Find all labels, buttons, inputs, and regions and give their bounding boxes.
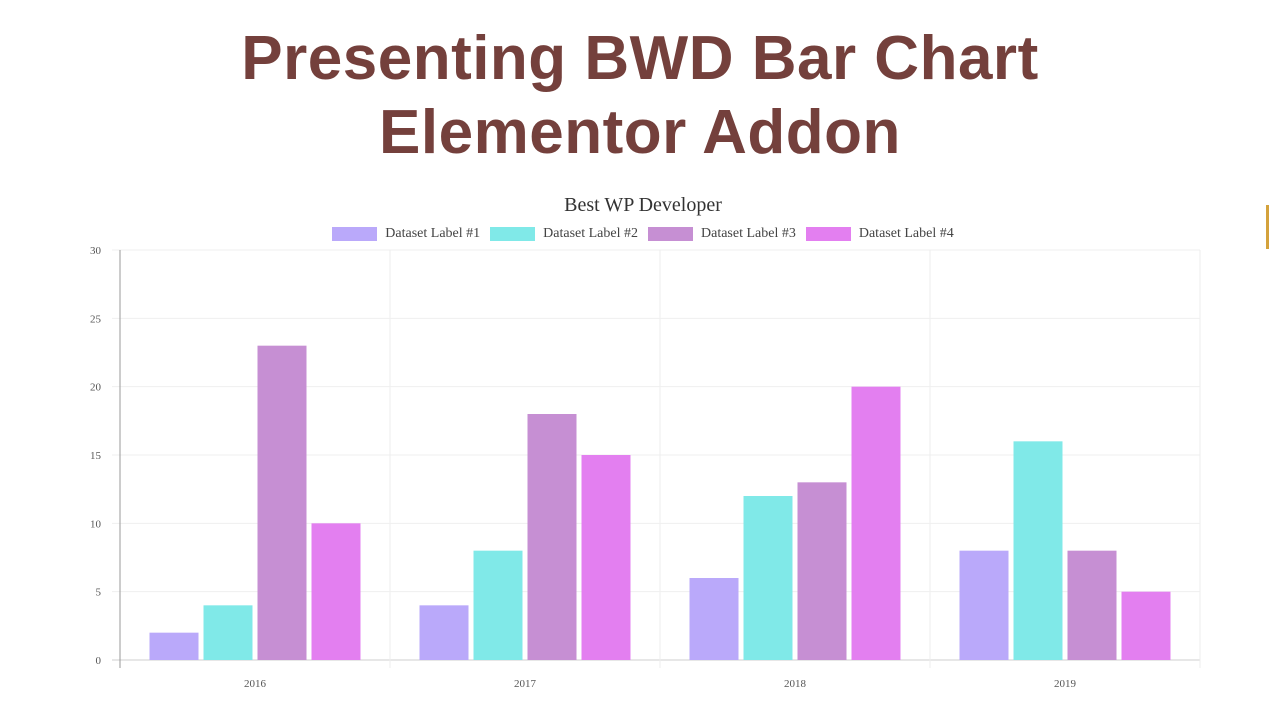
y-tick-label: 0 bbox=[96, 655, 102, 667]
bar[interactable] bbox=[473, 550, 523, 660]
y-tick-label: 15 bbox=[90, 450, 102, 462]
legend-label: Dataset Label #4 bbox=[858, 226, 954, 241]
y-tick-label: 5 bbox=[96, 587, 102, 599]
bar[interactable] bbox=[959, 550, 1009, 660]
legend-label: Dataset Label #1 bbox=[385, 226, 481, 241]
legend-swatch-icon bbox=[648, 227, 693, 241]
legend-label: Dataset Label #2 bbox=[543, 226, 638, 241]
bar[interactable] bbox=[203, 605, 253, 660]
bar[interactable] bbox=[257, 345, 307, 660]
y-tick-label: 25 bbox=[90, 313, 102, 325]
y-tick-label: 10 bbox=[90, 518, 102, 530]
y-tick-label: 30 bbox=[90, 245, 102, 257]
x-tick-label: 2016 bbox=[244, 678, 267, 690]
heading-line-2: Elementor Addon bbox=[379, 98, 901, 167]
legend-item-1[interactable]: Dataset Label #1 bbox=[332, 226, 480, 242]
legend-swatch-icon bbox=[490, 227, 536, 241]
bar[interactable] bbox=[527, 414, 577, 660]
bar[interactable] bbox=[797, 482, 847, 660]
bar[interactable] bbox=[581, 455, 631, 660]
bar[interactable] bbox=[851, 386, 901, 660]
x-tick-label: 2017 bbox=[514, 678, 537, 690]
legend-item-4[interactable]: Dataset Label #4 bbox=[805, 226, 954, 242]
bar[interactable] bbox=[1121, 591, 1171, 660]
bar[interactable] bbox=[311, 523, 361, 660]
legend-item-2[interactable]: Dataset Label #2 bbox=[490, 226, 638, 242]
chart-legend: Dataset Label #1 Dataset Label #2 Datase… bbox=[0, 226, 1280, 242]
legend-item-3[interactable]: Dataset Label #3 bbox=[648, 226, 796, 242]
bar[interactable] bbox=[689, 578, 739, 660]
x-tick-label: 2018 bbox=[784, 678, 807, 690]
legend-swatch-icon bbox=[332, 227, 378, 241]
y-tick-label: 20 bbox=[90, 382, 102, 394]
x-tick-label: 2019 bbox=[1054, 678, 1077, 690]
bar[interactable] bbox=[743, 496, 793, 660]
bar[interactable] bbox=[419, 605, 469, 660]
bar[interactable] bbox=[1067, 550, 1117, 660]
chart-title: Best WP Developer bbox=[564, 194, 722, 216]
heading-line-1: Presenting BWD Bar Chart bbox=[241, 24, 1039, 93]
page-heading: Presenting BWD Bar Chart Elementor Addon bbox=[0, 22, 1280, 170]
accent-divider bbox=[1266, 205, 1269, 249]
legend-swatch-icon bbox=[805, 227, 851, 241]
legend-label: Dataset Label #3 bbox=[701, 226, 796, 241]
bar[interactable] bbox=[1013, 441, 1063, 660]
bar[interactable] bbox=[149, 632, 199, 660]
